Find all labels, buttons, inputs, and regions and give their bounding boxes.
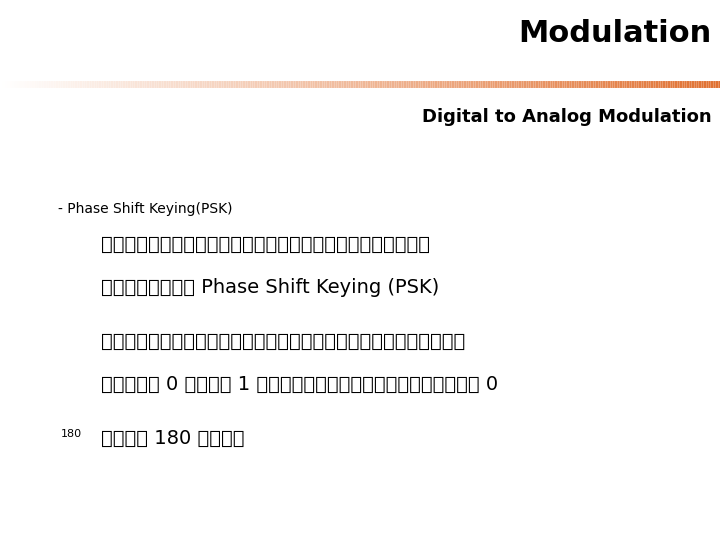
Text: มีค่า 0 หรือ 1 เสมอแต่เฟสจะต่างกัน 0: มีค่า 0 หรือ 1 เสมอแต่เฟสจะต่างกัน 0 bbox=[101, 375, 498, 394]
Text: 180: 180 bbox=[61, 429, 82, 440]
Text: การส่งสัญญาณโดยการเปลี่ยนเฟส: การส่งสัญญาณโดยการเปลี่ยนเฟส bbox=[101, 235, 430, 254]
Text: ของคลื่น Phase Shift Keying (PSK): ของคลื่น Phase Shift Keying (PSK) bbox=[101, 278, 439, 297]
Text: Modulation: Modulation bbox=[518, 19, 711, 48]
Text: - Phase Shift Keying(PSK): - Phase Shift Keying(PSK) bbox=[58, 202, 232, 217]
Text: หรือ 180 องศา: หรือ 180 องศา bbox=[101, 429, 244, 448]
Text: Digital to Analog Modulation: Digital to Analog Modulation bbox=[422, 108, 711, 126]
Text: โดยที่ค่าของสัญญาณที่ส่งออกมาจะ: โดยที่ค่าของสัญญาณที่ส่งออกมาจะ bbox=[101, 332, 465, 351]
